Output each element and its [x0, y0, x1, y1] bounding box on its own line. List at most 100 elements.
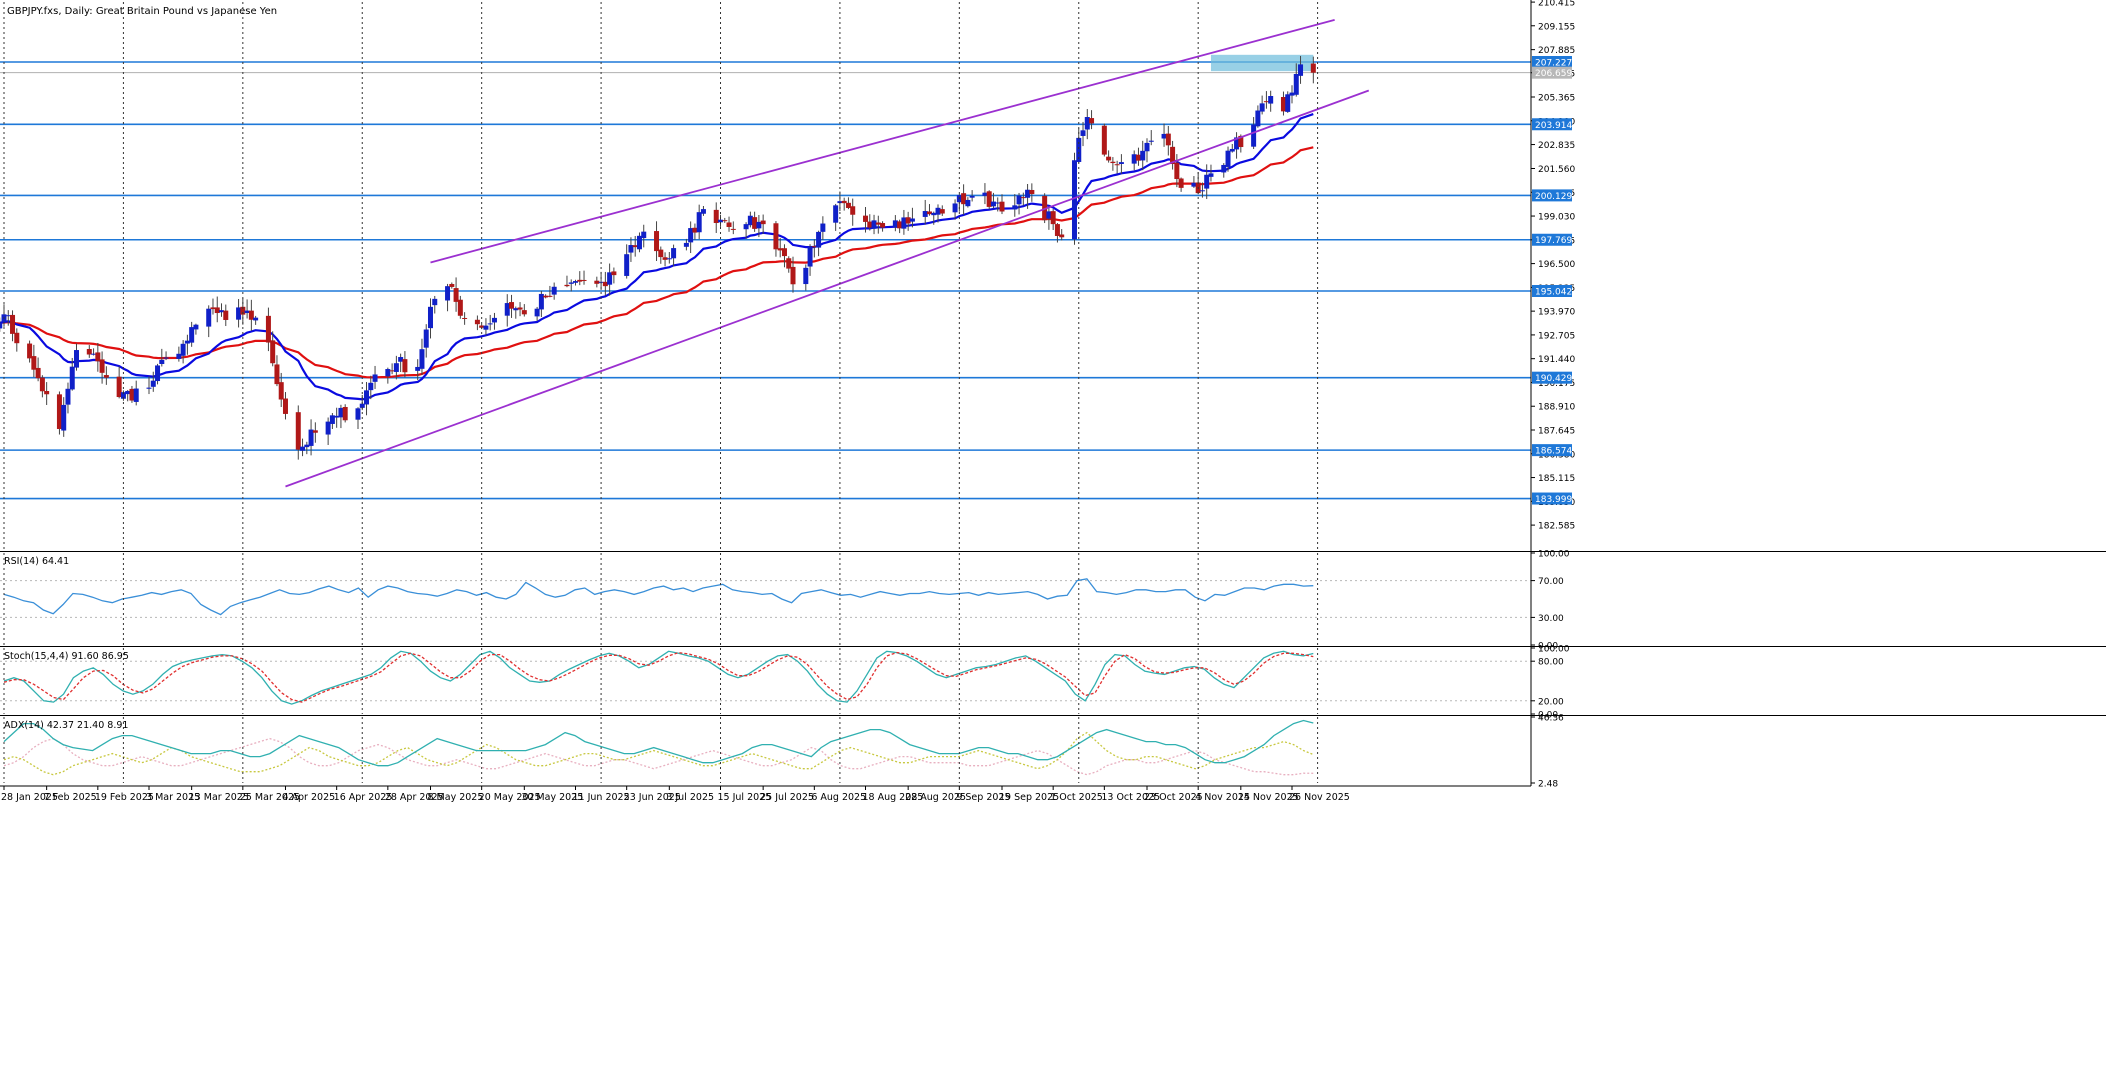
- main-price-panel: 210.415209.155207.885206.655205.365204.1…: [0, 0, 1575, 550]
- candle-body: [159, 359, 165, 365]
- candle-body: [820, 223, 826, 232]
- candle-body: [961, 193, 967, 205]
- candle-body: [1199, 190, 1205, 192]
- candle: [1089, 110, 1095, 130]
- candle: [1135, 147, 1141, 166]
- candle-body: [521, 310, 527, 315]
- candle-body: [304, 444, 310, 448]
- candle: [0, 317, 3, 332]
- candle-body: [909, 218, 915, 222]
- candle-body: [402, 359, 408, 373]
- candle-body: [816, 231, 822, 248]
- candle: [1263, 91, 1269, 109]
- candle-body: [312, 430, 318, 433]
- candle: [329, 413, 335, 430]
- y-tick-label: 201.560: [1538, 165, 1575, 175]
- candle: [355, 407, 361, 430]
- candle-body: [1046, 211, 1052, 219]
- y-tick-label: 182.585: [1538, 522, 1575, 532]
- candle: [10, 310, 16, 342]
- candle: [1170, 140, 1176, 170]
- candle: [777, 238, 783, 258]
- candle-body: [1089, 118, 1095, 124]
- candle: [607, 263, 613, 296]
- level-badge-label: 200.129: [1535, 192, 1572, 202]
- candle-body: [713, 209, 719, 224]
- candle-body: [683, 242, 689, 247]
- candle: [393, 355, 399, 380]
- x-tick-label: 19 Feb 2025: [95, 792, 154, 803]
- candle-body: [777, 248, 783, 251]
- candle-body: [1165, 133, 1171, 146]
- candle-body: [1255, 110, 1261, 127]
- candle: [564, 275, 570, 288]
- candle: [1268, 90, 1274, 112]
- candle-body: [1251, 124, 1257, 147]
- candle-body: [517, 307, 523, 310]
- indicator-label: Stoch(15,4,4) 91.60 86.95: [4, 651, 129, 662]
- candle: [841, 197, 847, 211]
- candle: [342, 404, 348, 423]
- candle-body: [722, 220, 728, 222]
- candle-body: [602, 281, 608, 287]
- candle: [1050, 208, 1056, 231]
- x-tick-label: 28 Apr 2025: [385, 792, 444, 803]
- candle-body: [457, 299, 463, 316]
- candle: [91, 348, 97, 356]
- candle: [568, 279, 574, 292]
- candle-body: [0, 322, 3, 329]
- x-tick-label: 16 Apr 2025: [334, 792, 393, 803]
- candle: [300, 438, 306, 457]
- candle-body: [939, 209, 945, 214]
- candle-body: [965, 199, 971, 207]
- candle-body: [125, 390, 131, 395]
- level-price-badge: 200.129: [1532, 189, 1572, 202]
- candle-body: [1191, 182, 1197, 187]
- candle: [1106, 150, 1112, 163]
- candle: [666, 252, 672, 264]
- candle: [1234, 132, 1240, 159]
- candle-body: [1029, 189, 1035, 195]
- candle-body: [445, 286, 451, 301]
- candle-body: [163, 357, 169, 359]
- bid-price-badge: 206.659: [1532, 66, 1572, 79]
- candle: [696, 204, 702, 240]
- x-tick-label: 13 Mar 2025: [189, 792, 249, 803]
- candle: [453, 277, 459, 312]
- level-badge-label: 195.042: [1535, 287, 1572, 297]
- candle: [807, 244, 813, 276]
- candle-body: [1238, 135, 1244, 148]
- candle-body: [214, 307, 220, 314]
- candle: [31, 344, 37, 378]
- candle: [1131, 150, 1137, 171]
- candle-body: [841, 200, 847, 204]
- candle-body: [474, 319, 480, 325]
- candle-body: [479, 325, 485, 328]
- candle-body: [1259, 103, 1265, 112]
- candle-body: [1289, 92, 1295, 96]
- candle: [692, 223, 698, 240]
- candle-body: [850, 206, 856, 215]
- level-badge-label: 207.227: [1535, 59, 1572, 69]
- candle-body: [44, 390, 50, 395]
- indicator-label: RSI(14) 64.41: [4, 556, 69, 567]
- candle: [871, 214, 877, 235]
- candle: [14, 328, 20, 352]
- candle: [1084, 109, 1090, 140]
- candle: [816, 230, 822, 257]
- candle-body: [654, 231, 660, 252]
- candle: [69, 357, 75, 391]
- candle-body: [1148, 140, 1154, 142]
- candle: [790, 256, 796, 293]
- candle: [939, 205, 945, 216]
- candle: [423, 324, 429, 358]
- y-tick-label: 210.415: [1538, 0, 1575, 9]
- candle: [253, 315, 259, 325]
- candle-body: [730, 228, 736, 230]
- x-tick-label: 20 May 2025: [479, 792, 541, 803]
- chart-title: GBPJPY.fxs, Daily: Great Britain Pound v…: [7, 6, 277, 17]
- level-badge-background: [1532, 492, 1572, 505]
- candle: [538, 290, 544, 317]
